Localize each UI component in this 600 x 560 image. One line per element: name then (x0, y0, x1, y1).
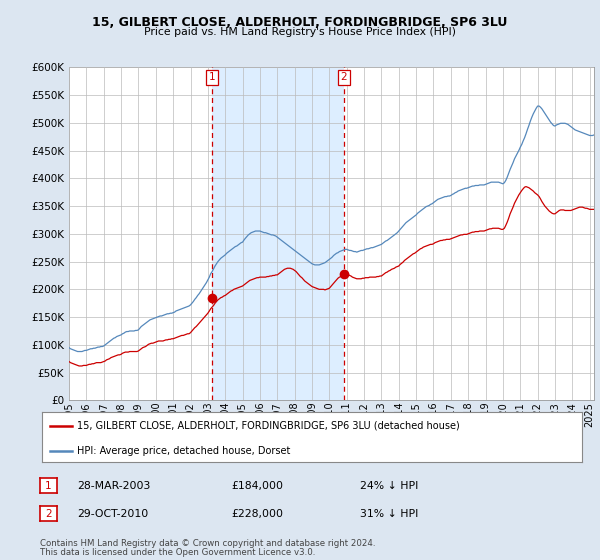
Text: 2: 2 (45, 508, 52, 519)
Text: Price paid vs. HM Land Registry's House Price Index (HPI): Price paid vs. HM Land Registry's House … (144, 27, 456, 37)
Text: HPI: Average price, detached house, Dorset: HPI: Average price, detached house, Dors… (77, 446, 290, 456)
Text: £228,000: £228,000 (231, 508, 283, 519)
Text: 24% ↓ HPI: 24% ↓ HPI (360, 480, 418, 491)
Text: 1: 1 (209, 72, 215, 82)
Text: 1: 1 (45, 480, 52, 491)
Text: This data is licensed under the Open Government Licence v3.0.: This data is licensed under the Open Gov… (40, 548, 316, 557)
Text: 31% ↓ HPI: 31% ↓ HPI (360, 508, 418, 519)
Text: 15, GILBERT CLOSE, ALDERHOLT, FORDINGBRIDGE, SP6 3LU (detached house): 15, GILBERT CLOSE, ALDERHOLT, FORDINGBRI… (77, 421, 460, 431)
Bar (212, 67, 344, 400)
Text: 15, GILBERT CLOSE, ALDERHOLT, FORDINGBRIDGE, SP6 3LU: 15, GILBERT CLOSE, ALDERHOLT, FORDINGBRI… (92, 16, 508, 29)
Text: 28-MAR-2003: 28-MAR-2003 (77, 480, 150, 491)
Text: 29-OCT-2010: 29-OCT-2010 (77, 508, 148, 519)
Text: £184,000: £184,000 (231, 480, 283, 491)
Text: 2: 2 (340, 72, 347, 82)
Text: Contains HM Land Registry data © Crown copyright and database right 2024.: Contains HM Land Registry data © Crown c… (40, 539, 376, 548)
